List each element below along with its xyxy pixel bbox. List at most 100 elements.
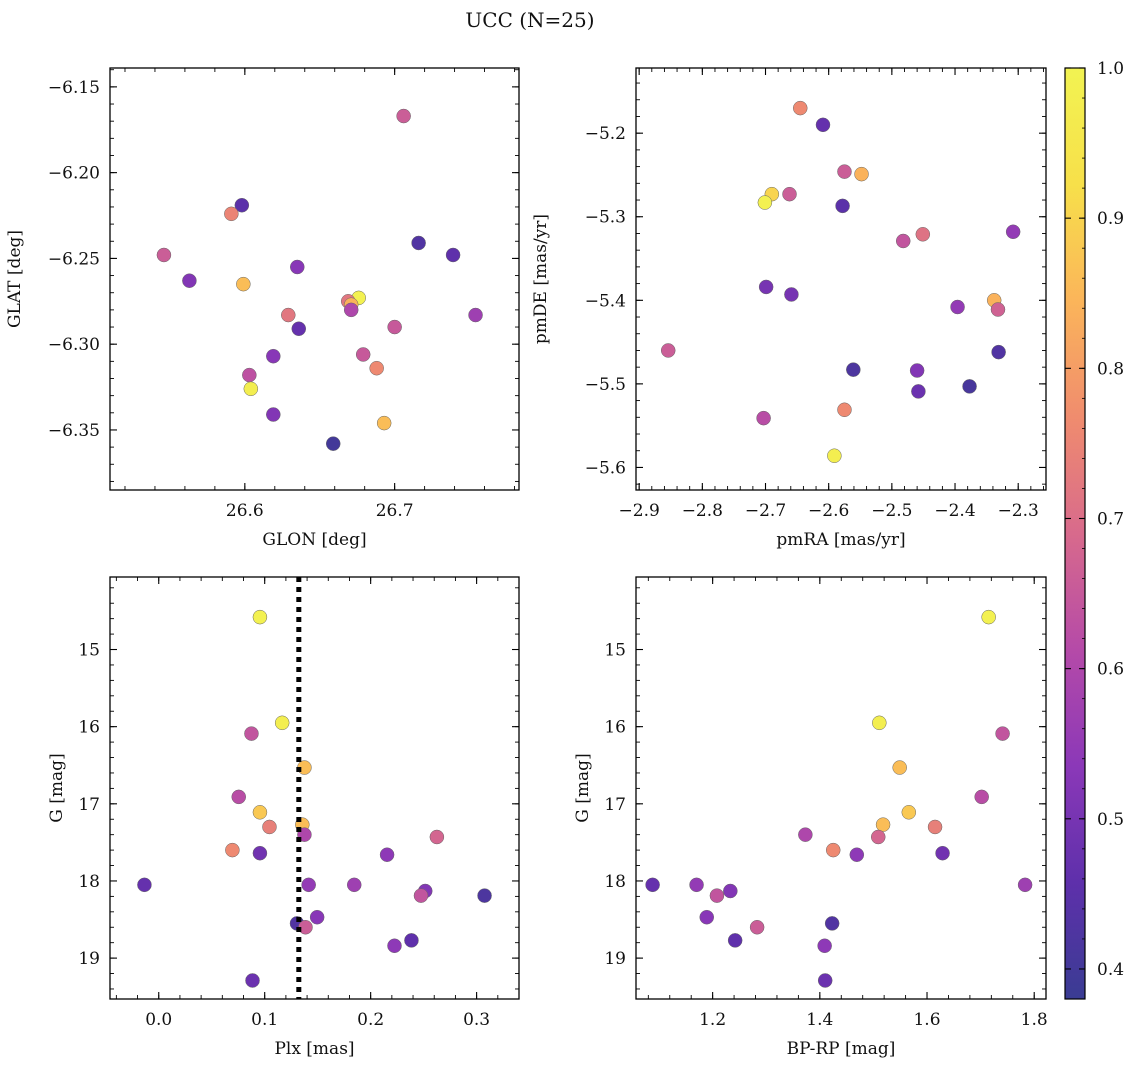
y-tick-label: 18 (604, 872, 626, 892)
scatter-point (281, 307, 296, 323)
scatter-point (346, 877, 362, 893)
scatter-points (660, 100, 1021, 463)
x-tick-label: −2.5 (871, 501, 912, 521)
scatter-point (872, 715, 887, 731)
x-tick-label: −2.6 (808, 501, 849, 521)
scatter-point (815, 117, 831, 133)
scatter-point (901, 805, 917, 820)
scatter-point (355, 347, 371, 362)
scatter-point (236, 276, 251, 292)
scatter-point (835, 198, 850, 214)
y-axis-label: pmDE [mas/yr] (531, 214, 551, 344)
scatter-point (935, 845, 950, 861)
ticks: 1.2 1.4 1.6 1.8 15 16 17 18 19 (604, 577, 1048, 1030)
y-tick-label: −5.4 (585, 291, 626, 311)
scatter-point (266, 407, 281, 422)
figure-title: UCC (N=25) (465, 8, 594, 32)
scatter-points (645, 609, 1033, 988)
scatter-point (758, 279, 774, 295)
axes-frame (635, 576, 1047, 1000)
y-axis-label: GLAT [deg] (5, 230, 25, 328)
colorbar-tick-label: 0.7 (1097, 509, 1124, 529)
scatter-point (274, 715, 290, 731)
scatter-point (727, 933, 743, 948)
x-axis-label: GLON [deg] (262, 530, 366, 550)
scatter-point (376, 415, 392, 431)
scatter-point (369, 360, 384, 376)
scatter-point (995, 726, 1010, 741)
x-axis-label: BP-RP [mag] (787, 1039, 896, 1059)
scatter-point (1017, 877, 1033, 893)
scatter-point (749, 920, 765, 935)
x-tick-label: 1.2 (699, 1010, 726, 1030)
y-tick-label: 19 (604, 949, 626, 969)
scatter-point (325, 436, 341, 451)
y-tick-label: 18 (78, 872, 100, 892)
scatter-point (875, 817, 891, 832)
panel-plx-g: 0.0 0.1 0.2 0.3 15 16 17 18 19 Plx [mas] G [mag] (47, 576, 520, 1059)
scatter-point (817, 973, 833, 988)
panel-bprp-g: 1.2 1.4 1.6 1.8 15 16 17 18 19 BP-RP [mag] G [mag] (573, 576, 1048, 1059)
scatter-point (798, 827, 813, 842)
x-tick-label: 0.2 (357, 1010, 384, 1030)
scatter-point (870, 829, 886, 845)
y-tick-label: −6.25 (48, 249, 100, 269)
scatter-point (411, 235, 426, 251)
colorbar-tick-label: 1.0 (1097, 59, 1124, 79)
scatter-points (137, 609, 492, 988)
scatter-point (699, 909, 714, 925)
scatter-point (137, 877, 152, 893)
scatter-point (477, 888, 492, 903)
panel-pmra-pmde: −2.9 −2.8 −2.7 −2.6 −2.5 −2.4 −2.3 −5.2 −5.3 −5.4… (531, 67, 1047, 550)
y-tick-label: 15 (78, 641, 100, 661)
scatter-point (387, 319, 402, 335)
scatter-point (244, 726, 259, 741)
y-tick-label: −6.35 (48, 421, 100, 441)
scatter-point (301, 877, 316, 893)
scatter-point (262, 819, 277, 835)
y-tick-label: 16 (78, 718, 100, 738)
scatter-point (291, 321, 307, 336)
scatter-point (825, 842, 841, 858)
scatter-point (156, 247, 172, 263)
colorbar-tick-label: 0.5 (1097, 810, 1124, 830)
axes-frame (109, 67, 520, 491)
y-axis-label: G [mag] (47, 753, 67, 822)
scatter-point (991, 344, 1006, 360)
y-tick-label: −5.3 (585, 208, 626, 228)
scatter-point (756, 410, 771, 426)
ticks: −2.9 −2.8 −2.7 −2.6 −2.5 −2.4 −2.3 −5.2 −5.3 −5.4… (585, 68, 1046, 521)
x-tick-label: 26.6 (226, 501, 264, 521)
x-tick-label: 0.1 (251, 1010, 278, 1030)
scatter-point (990, 302, 1006, 317)
scatter-point (974, 789, 989, 805)
x-axis-label: pmRA [mas/yr] (776, 530, 905, 550)
scatter-point (915, 227, 931, 242)
scatter-point (379, 847, 395, 862)
scatter-point (224, 206, 239, 222)
scatter-point (245, 973, 260, 988)
scatter-point (723, 883, 738, 899)
scatter-point (817, 938, 832, 954)
x-axis-label: Plx [mas] (274, 1039, 354, 1059)
scatter-point (849, 847, 865, 862)
x-tick-label: 1.4 (806, 1010, 833, 1030)
axes-frame (109, 576, 520, 1000)
scatter-point (793, 100, 808, 116)
scatter-point (911, 384, 926, 399)
scatter-point (242, 367, 257, 383)
scatter-point (782, 186, 797, 202)
scatter-point (892, 760, 907, 775)
scatter-point (243, 381, 259, 397)
scatter-point (252, 805, 268, 820)
scatter-point (396, 108, 411, 124)
x-tick-label: 26.7 (376, 501, 414, 521)
scatter-point (252, 845, 268, 861)
colorbar-tick-label: 0.6 (1097, 660, 1124, 680)
scatter-point (660, 343, 676, 358)
panel-glon-glat: 26.6 26.7 −6.15 −6.20 −6.25 −6.30 −6.35 GLON [d… (5, 67, 520, 550)
y-tick-label: 17 (604, 795, 626, 815)
scatter-point (689, 877, 704, 893)
scatter-point (413, 888, 429, 903)
